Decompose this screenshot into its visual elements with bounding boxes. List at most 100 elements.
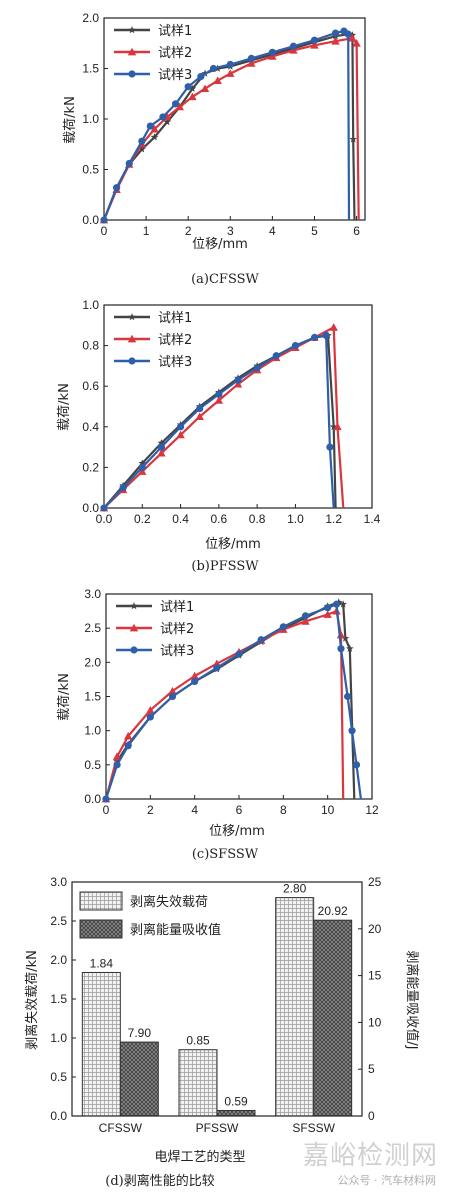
bar-value-label: 0.59	[224, 1094, 248, 1108]
bar	[119, 1041, 159, 1117]
data-point	[138, 463, 146, 471]
data-point	[146, 713, 154, 721]
plot-frame	[105, 593, 373, 800]
y-tick-label: 0.8	[82, 339, 99, 353]
data-point	[323, 610, 332, 618]
data-point	[279, 623, 287, 631]
y-tick-label: 0.5	[84, 758, 101, 772]
y-tick-label: 2.5	[84, 621, 101, 635]
series-line	[104, 610, 345, 800]
x-axis-title: 位移/mm	[192, 237, 248, 252]
x-tick-label: 0.8	[249, 512, 266, 526]
bar	[178, 1049, 218, 1117]
data-point	[337, 645, 345, 653]
series-2	[101, 606, 346, 803]
legend: 试样1 试样2 试样3	[116, 600, 194, 659]
x-tick-label: 8	[280, 803, 287, 817]
y-tick-label: 1.0	[82, 298, 99, 312]
x-tick-label: 0.4	[172, 512, 189, 526]
y-right-axis-title: 剥离能量吸收值/J	[404, 950, 420, 1049]
data-point	[301, 617, 310, 625]
data-point	[171, 100, 180, 108]
chart-cfssw: 0 1 2 3 4 5 6 0.0 0.5 1.0 1.5 2.0 试样1 试样2 试样3 位移/mm 载荷/k…	[63, 11, 366, 287]
y-right-tick-label: 10	[368, 1015, 382, 1029]
bar-value-label: 7.90	[128, 1026, 152, 1040]
legend-swatch-marker	[127, 334, 137, 343]
legend-swatch-marker	[128, 357, 136, 365]
x-tick-label: 0	[103, 803, 110, 817]
data-point	[233, 379, 243, 388]
x-tick-label: 1	[143, 224, 150, 238]
legend-swatch	[79, 891, 123, 911]
y-right-tick-label: 25	[368, 875, 382, 889]
data-point	[326, 443, 334, 451]
y-tick-label: 1.5	[84, 690, 101, 704]
data-point	[163, 118, 171, 126]
data-point	[100, 504, 108, 512]
y-tick-label: 0.4	[82, 420, 99, 434]
legend-label: 试样2	[158, 333, 192, 348]
data-point	[344, 692, 352, 701]
data-point	[213, 76, 222, 84]
legend-label: 试样2	[158, 46, 192, 61]
series-line	[104, 603, 362, 800]
y-tick-label: 1.5	[50, 992, 67, 1006]
data-point	[247, 54, 255, 63]
y-tick-label: 0.0	[82, 213, 99, 227]
data-point	[176, 423, 185, 431]
y-axis-title: 剥离失效载荷/kN	[24, 950, 40, 1050]
x-axis-title: 位移/mm	[205, 537, 261, 552]
legend: 试样1 试样2 试样3	[114, 24, 192, 83]
data-point	[268, 48, 276, 56]
data-point	[138, 145, 146, 153]
x-tick-label: 4	[269, 224, 276, 238]
data-point	[123, 731, 133, 740]
data-point	[191, 677, 199, 686]
data-point	[150, 124, 159, 133]
x-tick-label: 0	[101, 224, 108, 238]
y-tick-label: 2.0	[82, 11, 99, 25]
legend-swatch-marker	[130, 602, 138, 610]
y-tick-label: 0.5	[50, 1070, 67, 1084]
x-tick-label: 4	[191, 803, 198, 817]
data-point	[352, 761, 361, 769]
x-tick-label: 3	[227, 224, 234, 238]
data-point	[346, 644, 354, 652]
y-axis-title: 载荷/kN	[63, 96, 78, 144]
data-point	[168, 686, 177, 695]
data-point	[209, 64, 218, 73]
data-point	[339, 600, 347, 608]
legend-swatch	[79, 919, 123, 939]
legend-label: 试样1	[158, 311, 192, 326]
legend-label: 试样2	[160, 622, 194, 637]
data-point	[184, 83, 192, 91]
watermark-text: 嘉峪检测网	[302, 1141, 438, 1171]
x-tick-label: 10	[321, 803, 335, 817]
x-axis-title: 位移/mm	[209, 824, 265, 839]
x-tick-label: 0.2	[134, 512, 151, 526]
data-point	[341, 634, 350, 642]
y-axis-title: 载荷/kN	[57, 673, 72, 721]
x-tick-label: 12	[365, 803, 379, 817]
data-point	[124, 742, 132, 750]
data-point	[113, 757, 121, 765]
data-point	[188, 92, 197, 101]
legend-label: 剥离失效载荷	[130, 894, 208, 910]
data-point	[344, 30, 352, 38]
plot-frame	[103, 304, 373, 509]
series-1	[100, 331, 338, 512]
data-point	[138, 137, 146, 145]
legend-label: 试样3	[158, 355, 192, 370]
bar	[81, 971, 121, 1117]
data-point	[348, 727, 356, 735]
bar-value-label: 2.80	[283, 882, 307, 896]
legend-swatch-marker	[130, 646, 138, 654]
x-tick-label: 2	[147, 803, 154, 817]
watermark-subtext: 公众号 · 汽车材料网	[337, 1174, 437, 1187]
y-tick-label: 0.0	[84, 792, 101, 806]
data-point	[291, 342, 300, 350]
data-point	[113, 761, 121, 769]
data-point	[322, 331, 330, 340]
data-point	[234, 376, 242, 384]
